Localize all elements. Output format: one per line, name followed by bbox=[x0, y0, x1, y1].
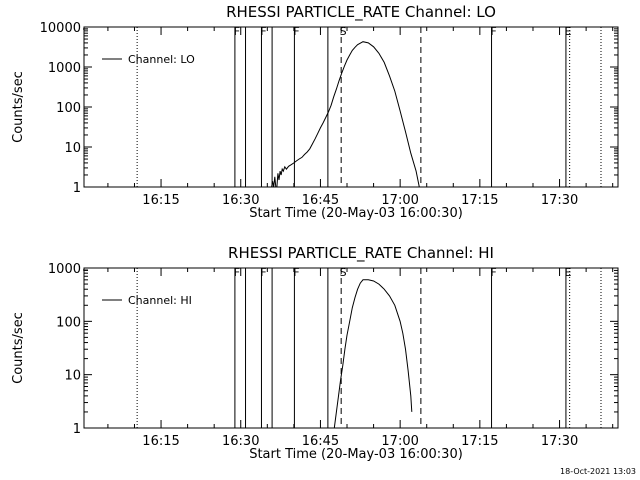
x-axis-label: Start Time (20-May-03 16:00:30) bbox=[249, 447, 463, 462]
x-axis-label: Start Time (20-May-03 16:00:30) bbox=[249, 206, 463, 221]
panel-top: RHESSI PARTICLE_RATE Channel: LO Counts/s… bbox=[11, 3, 619, 221]
y-axis-label: Counts/sec bbox=[11, 71, 26, 143]
series-line-channel-hi bbox=[333, 279, 413, 429]
marker-label: F bbox=[293, 25, 299, 38]
y-tick-label: 10000 bbox=[40, 21, 81, 36]
x-tick-label: 17:30 bbox=[541, 193, 578, 208]
plot-frame bbox=[83, 267, 619, 429]
marker-label: F bbox=[234, 266, 240, 279]
marker-label: E bbox=[564, 25, 571, 38]
x-tick-label: 17:00 bbox=[381, 193, 418, 208]
panel-bottom: RHESSI PARTICLE_RATE Channel: HI Counts/s… bbox=[11, 244, 619, 462]
y-tick-label: 10 bbox=[64, 369, 81, 384]
y-tick-label: 1 bbox=[73, 422, 81, 437]
marker-label: F bbox=[293, 266, 299, 279]
x-tick-label: 17:30 bbox=[541, 434, 578, 449]
plot-frame bbox=[83, 26, 619, 188]
x-tick-label: 16:45 bbox=[302, 193, 339, 208]
x-tick-label: 16:30 bbox=[222, 193, 259, 208]
marker-label: F bbox=[260, 25, 266, 38]
y-tick-label: 1000 bbox=[48, 262, 81, 277]
marker-label: S bbox=[340, 25, 347, 38]
y-tick-label: 100 bbox=[56, 315, 81, 330]
y-axis-label: Counts/sec bbox=[11, 312, 26, 384]
y-tick-label: 1000 bbox=[48, 61, 81, 76]
x-tick-label: 16:15 bbox=[142, 434, 179, 449]
x-tick-label: 16:15 bbox=[142, 193, 179, 208]
y-tick-label: 10 bbox=[64, 141, 81, 156]
marker-label: S bbox=[340, 266, 347, 279]
marker-label: E bbox=[564, 266, 571, 279]
x-tick-label: 16:30 bbox=[222, 434, 259, 449]
series-line-channel-lo bbox=[271, 41, 420, 188]
x-tick-label: 17:15 bbox=[461, 434, 498, 449]
x-tick-label: 16:45 bbox=[302, 434, 339, 449]
x-tick-label: 17:00 bbox=[381, 434, 418, 449]
marker-label: F bbox=[490, 266, 496, 279]
legend-label: Channel: LO bbox=[128, 53, 195, 66]
marker-label: F bbox=[234, 25, 240, 38]
footer-timestamp: 18-Oct-2021 13:03 bbox=[560, 467, 636, 476]
legend-label: Channel: HI bbox=[128, 294, 192, 307]
marker-label: F bbox=[490, 25, 496, 38]
chart-title: RHESSI PARTICLE_RATE Channel: LO bbox=[226, 3, 496, 22]
y-tick-label: 100 bbox=[56, 101, 81, 116]
marker-label: F bbox=[260, 266, 266, 279]
x-tick-label: 17:15 bbox=[461, 193, 498, 208]
chart-title: RHESSI PARTICLE_RATE Channel: HI bbox=[228, 244, 494, 263]
y-tick-label: 1 bbox=[73, 181, 81, 196]
